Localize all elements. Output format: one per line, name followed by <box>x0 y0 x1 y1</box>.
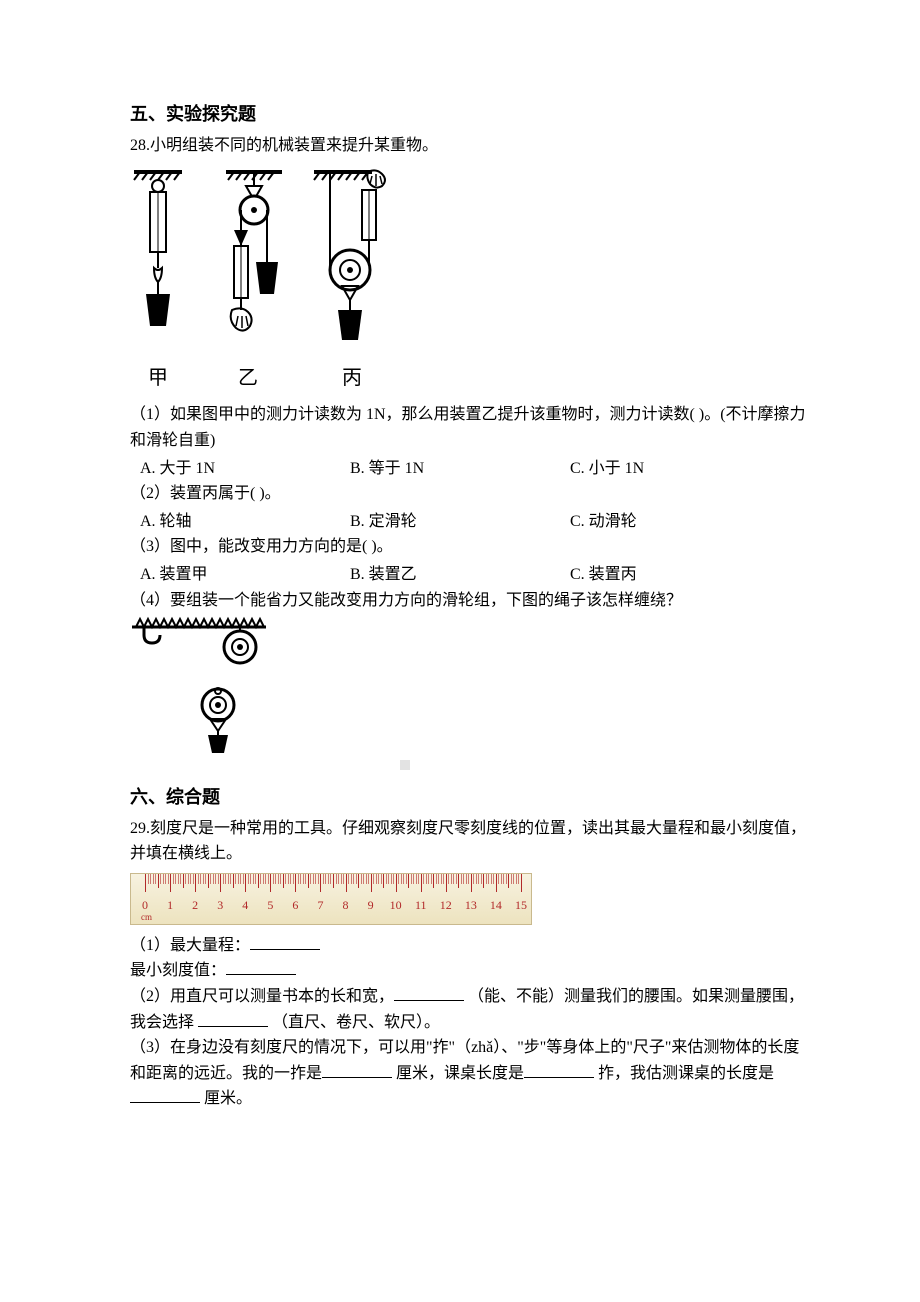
figure-jia-label: 甲 <box>148 362 168 394</box>
figure-bing-label: 丙 <box>342 362 362 394</box>
figure-jia: 甲 <box>130 166 186 394</box>
q28-p3-opt-b: B. 装置乙 <box>350 562 570 588</box>
blank-can[interactable] <box>394 984 464 1001</box>
section-5-title: 五、实验探究题 <box>130 100 810 129</box>
q28-p2-opt-a: A. 轮轴 <box>130 509 350 535</box>
q28-p1-opt-b: B. 等于 1N <box>350 456 570 482</box>
q28-p1-opt-c: C. 小于 1N <box>570 456 770 482</box>
section-6-title: 六、综合题 <box>130 783 810 812</box>
q28-p2-options: A. 轮轴 B. 定滑轮 C. 动滑轮 <box>130 509 810 535</box>
q29-p3: （3）在身边没有刻度尺的情况下，可以用"拃"（zhǎ）、"步"等身体上的"尺子"… <box>130 1035 810 1112</box>
ruler-figure: cm 0123456789101112131415 <box>130 873 532 925</box>
figure-yi-label: 乙 <box>238 362 258 394</box>
q29-p1b: 最小刻度值： <box>130 958 810 984</box>
q28-p3-options: A. 装置甲 B. 装置乙 C. 装置丙 <box>130 562 810 588</box>
q28-p4: （4）要组装一个能省力又能改变用力方向的滑轮组，下图的绳子该怎样缠绕？ <box>130 588 810 614</box>
blank-zha-cm[interactable] <box>322 1061 392 1078</box>
blank-desk-cm[interactable] <box>130 1086 200 1103</box>
pulley-device-bing-icon <box>310 166 394 356</box>
q28-figure: 甲 <box>130 166 810 394</box>
q28-p3-opt-a: A. 装置甲 <box>130 562 350 588</box>
q29-stem: 29.刻度尺是一种常用的工具。仔细观察刻度尺零刻度线的位置，读出其最大量程和最小… <box>130 816 810 867</box>
figure-bing: 丙 <box>310 166 394 394</box>
blank-min-div[interactable] <box>226 958 296 975</box>
q29-p2: （2）用直尺可以测量书本的长和宽， （能、不能）测量我们的腰围。如果测量腰围，我… <box>130 984 810 1035</box>
q28-p1-options: A. 大于 1N B. 等于 1N C. 小于 1N <box>130 456 810 482</box>
q28-p2: （2）装置丙属于( )。 <box>130 481 810 507</box>
figure-yi: 乙 <box>206 166 290 394</box>
q28-stem: 28.小明组装不同的机械装置来提升某重物。 <box>130 133 810 159</box>
pulley-device-jia-icon <box>130 166 186 356</box>
blank-zha-count[interactable] <box>524 1061 594 1078</box>
q28-p3: （3）图中，能改变用力方向的是( )。 <box>130 534 810 560</box>
q28-p1-opt-a: A. 大于 1N <box>130 456 350 482</box>
blank-max-range[interactable] <box>250 933 320 950</box>
pulley-device-yi-icon <box>206 166 290 356</box>
q29-p1a: （1）最大量程： <box>130 933 810 959</box>
blank-tool[interactable] <box>198 1010 268 1027</box>
q28-p2-opt-c: C. 动滑轮 <box>570 509 770 535</box>
q28-p1: （1）如果图甲中的测力计读数为 1N，那么用装置乙提升该重物时，测力计读数( )… <box>130 402 810 453</box>
q28-p3-opt-c: C. 装置丙 <box>570 562 770 588</box>
decorative-mark <box>400 760 410 770</box>
pulley-group-icon <box>130 613 310 753</box>
q28-p4-figure <box>130 613 810 753</box>
q28-p2-opt-b: B. 定滑轮 <box>350 509 570 535</box>
